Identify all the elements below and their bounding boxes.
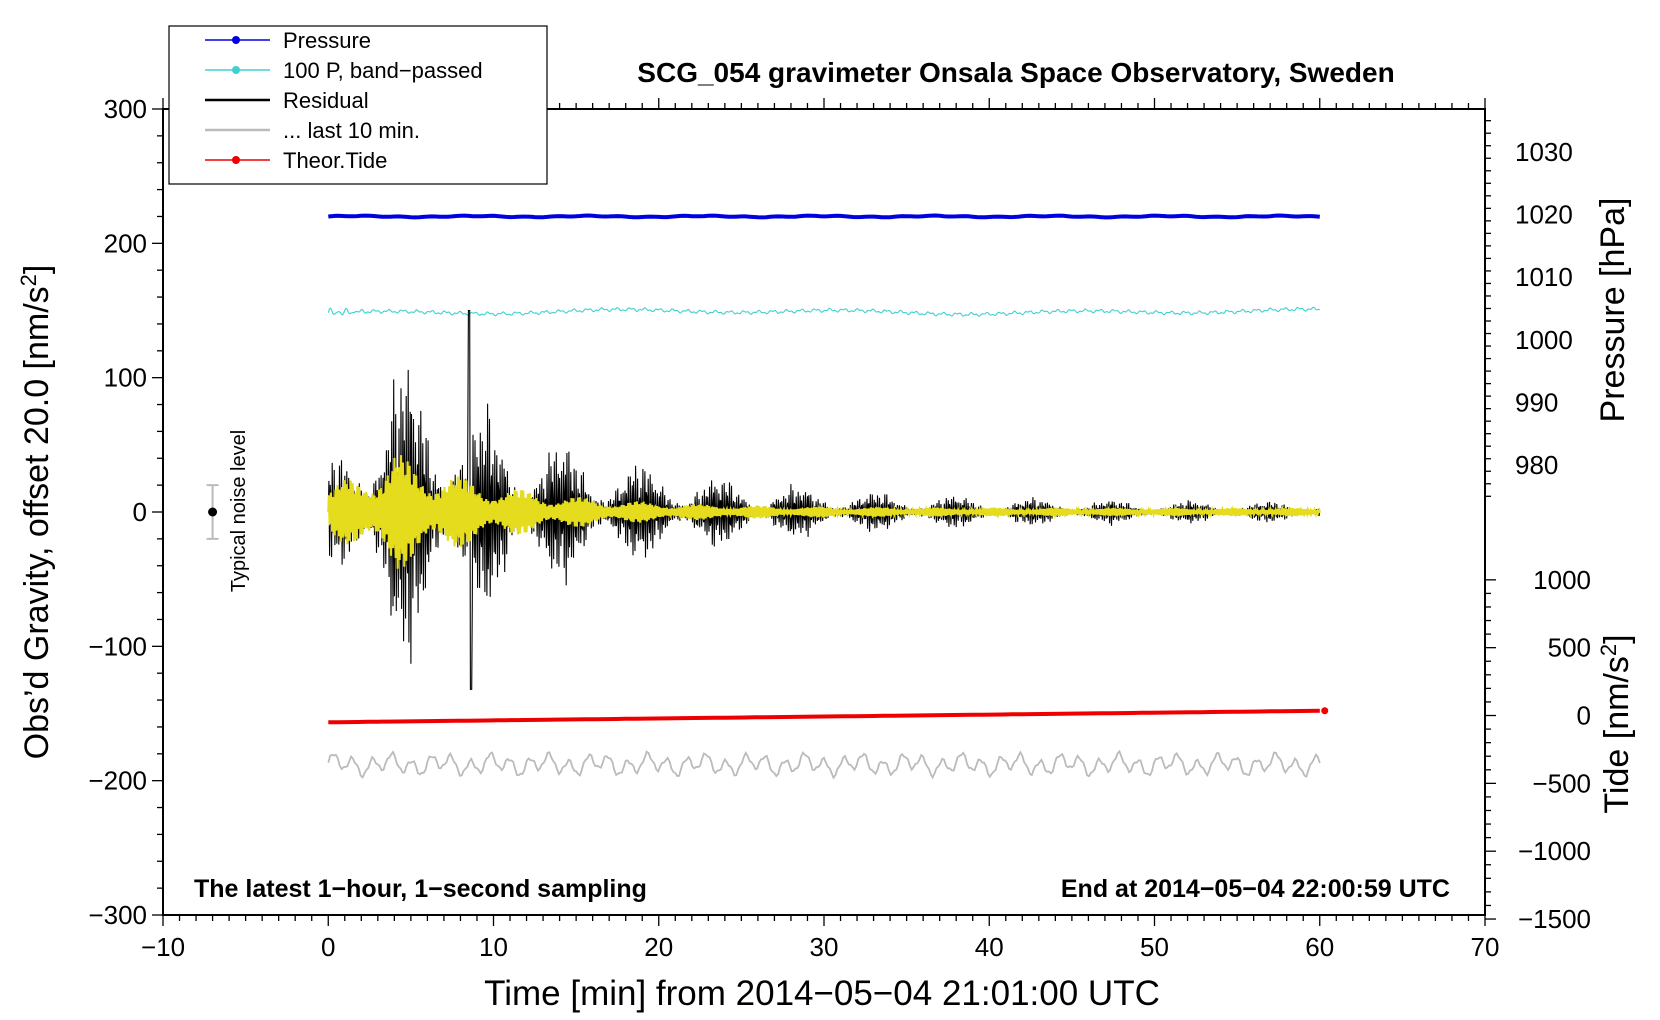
y-tick-label: 0 [133, 497, 147, 527]
legend: Pressure 100 P, band−passed Residual ... la… [168, 25, 548, 185]
noise-dot [208, 507, 218, 517]
noise-level-label: Typical noise level [228, 430, 250, 592]
y-tick-label: 200 [104, 228, 147, 258]
axis-layer: −10 0 10 20 30 40 50 60 70−300−200−1000100200300… [88, 94, 1591, 962]
pressure-tick-label: 990 [1515, 387, 1558, 417]
tide-line [328, 708, 1320, 725]
pressure-line [328, 213, 1320, 220]
y-tick-label: −100 [88, 631, 147, 661]
legend-box [168, 25, 548, 185]
tide-tick-label: −1500 [1518, 904, 1591, 934]
x-tick-label: 0 [321, 932, 335, 962]
bandpassed-pressure-line [327, 306, 1321, 317]
pressure-tick-label: 980 [1515, 450, 1558, 480]
chart-title: SCG_054 gravimeter Onsala Space Observat… [637, 57, 1394, 88]
x-tick-label: 40 [975, 932, 1004, 962]
tide-tick-label: −500 [1532, 768, 1591, 798]
pressure-tick-label: 1020 [1515, 200, 1573, 230]
y-tick-label: 300 [104, 94, 147, 124]
x-axis-title: Time [min] from 2014−05−04 21:01:00 UTC [484, 974, 1160, 1013]
tide-tick-label: −1000 [1518, 836, 1591, 866]
tide-tick-label: 0 [1577, 701, 1591, 731]
pressure-tick-label: 1000 [1515, 325, 1573, 355]
legend-label: Pressure [283, 28, 371, 53]
x-tick-label: 30 [810, 932, 839, 962]
y-axis-title-pressure: Pressure [hPa] [1594, 198, 1632, 423]
x-tick-label: 50 [1140, 932, 1169, 962]
residual-filtered-line [327, 455, 1321, 569]
y-tick-label: −300 [88, 900, 147, 930]
pressure-tick-label: 1030 [1515, 137, 1573, 167]
series-layer [327, 213, 1329, 780]
x-tick-label: 70 [1471, 932, 1500, 962]
y-tick-label: −200 [88, 766, 147, 796]
x-tick-label: −10 [141, 932, 185, 962]
footer-right: End at 2014−05−04 22:00:59 UTC [1061, 875, 1450, 903]
noise-level-indicator [206, 484, 219, 540]
last-10-min-line [327, 749, 1321, 780]
y-axis-title-left: Obs’d Gravity, offset 20.0 [nm/s2] [16, 265, 57, 760]
legend-label: Theor.Tide [283, 148, 387, 173]
legend-label: 100 P, band−passed [283, 58, 483, 83]
footer-left: The latest 1−hour, 1−second sampling [194, 875, 647, 903]
y-tick-label: 100 [104, 363, 147, 393]
tide-end-marker [1321, 707, 1329, 715]
legend-label: Residual [283, 88, 369, 113]
legend-marker [232, 156, 240, 164]
legend-marker [232, 66, 240, 74]
tide-tick-label: 500 [1548, 633, 1591, 663]
legend-marker [232, 36, 240, 44]
legend-label: ... last 10 min. [283, 118, 420, 143]
pressure-tick-label: 1010 [1515, 262, 1573, 292]
x-tick-label: 10 [479, 932, 508, 962]
x-tick-label: 20 [644, 932, 673, 962]
x-tick-label: 60 [1305, 932, 1334, 962]
tide-tick-label: 1000 [1533, 565, 1591, 595]
y-axis-title-tide: Tide [nm/s2] [1596, 634, 1637, 813]
